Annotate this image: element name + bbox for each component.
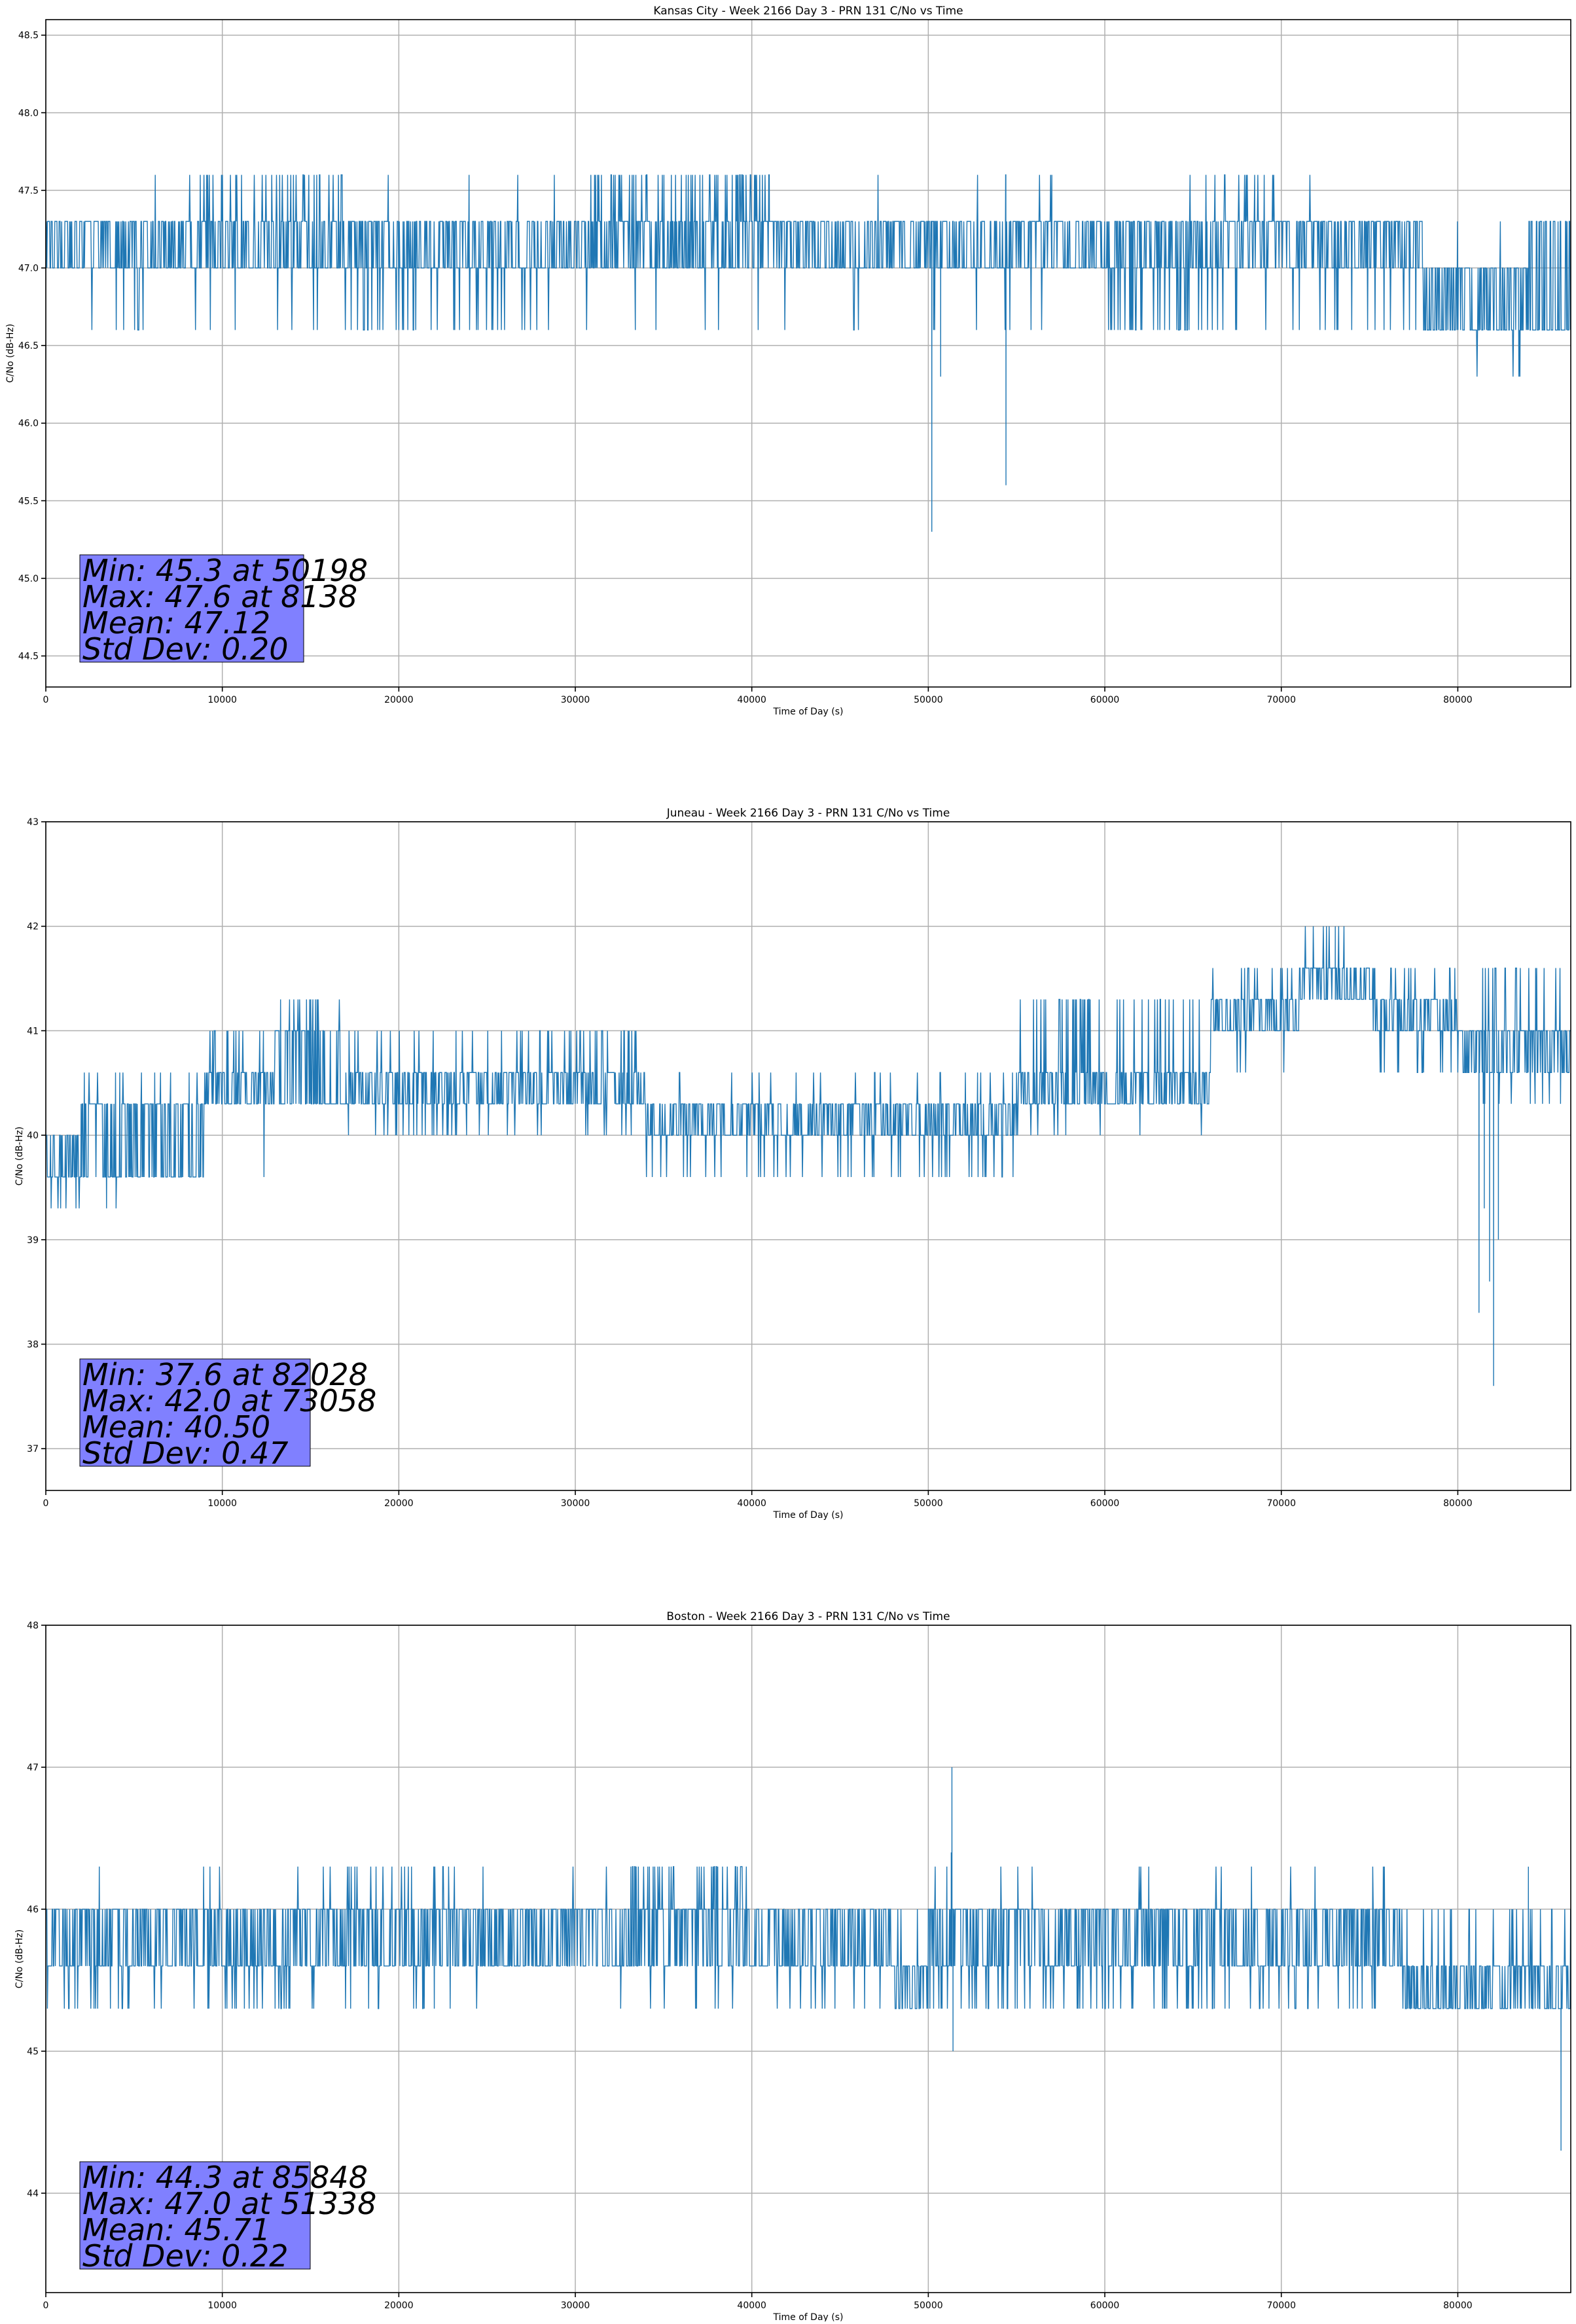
data-series-line bbox=[45, 174, 1571, 532]
x-tick-label: 10000 bbox=[207, 2300, 237, 2311]
stats-std-dev: Std Dev: 0.47 bbox=[82, 1435, 289, 1471]
y-axis-label: C/No (dB-Hz) bbox=[5, 324, 16, 383]
x-tick-label: 80000 bbox=[1443, 1498, 1473, 1509]
stats-min: Min: 44.3 at 85848 bbox=[82, 2160, 368, 2195]
y-tick-label: 37 bbox=[27, 1444, 39, 1454]
y-tick-label: 45 bbox=[27, 2047, 39, 2057]
x-tick-label: 50000 bbox=[914, 2300, 943, 2311]
y-tick-label: 47 bbox=[27, 1763, 39, 1773]
y-tick-label: 39 bbox=[27, 1235, 39, 1246]
stats-box-background bbox=[79, 1358, 311, 1467]
y-axis-label: C/No (dB-Hz) bbox=[14, 1127, 25, 1186]
y-tick-label: 46.5 bbox=[18, 341, 39, 351]
x-tick-label: 50000 bbox=[914, 695, 943, 705]
x-tick-label: 70000 bbox=[1266, 1498, 1296, 1509]
data-series-line bbox=[46, 926, 1571, 1386]
y-axis-label: C/No (dB-Hz) bbox=[14, 1929, 25, 1988]
x-axis-label: Time of Day (s) bbox=[773, 2312, 844, 2321]
y-tick-label: 45.5 bbox=[18, 496, 39, 506]
stats-box-background bbox=[79, 554, 304, 663]
x-tick-label: 60000 bbox=[1090, 695, 1120, 705]
axis-ticks: 0 10000 20000 30000 40000 50000 60000 70000 8000… bbox=[18, 31, 1473, 705]
chart-title: Kansas City - Week 2166 Day 3 - PRN 131 … bbox=[653, 5, 963, 18]
y-tick-label: 44.5 bbox=[18, 652, 39, 662]
y-tick-label: 45.0 bbox=[18, 574, 39, 584]
x-tick-label: 20000 bbox=[384, 2300, 414, 2311]
chart-panel-boston: Boston - Week 2166 Day 3 - PRN 131 C/No … bbox=[14, 1610, 1571, 2323]
y-tick-label: 43 bbox=[27, 817, 39, 828]
x-tick-label: 40000 bbox=[737, 2300, 766, 2311]
x-tick-label: 80000 bbox=[1443, 695, 1473, 705]
y-tick-label: 48.5 bbox=[18, 31, 39, 41]
plot-frame bbox=[45, 1625, 1571, 2293]
y-tick-label: 47.5 bbox=[18, 186, 39, 196]
chart-title: Boston - Week 2166 Day 3 - PRN 131 C/No … bbox=[666, 1610, 950, 1623]
stats-box: Min: 45.3 at 50198 Max: 47.6 at 8138 Mea… bbox=[79, 553, 368, 667]
stats-max: Max: 47.0 at 51338 bbox=[82, 2186, 376, 2221]
data-series-line bbox=[46, 1767, 1571, 2151]
stats-min: Min: 45.3 at 50198 bbox=[82, 553, 368, 588]
y-tick-label: 48 bbox=[27, 1621, 39, 1631]
x-tick-label: 0 bbox=[43, 2300, 49, 2311]
axis-ticks: 0 10000 20000 30000 40000 50000 60000 70000 8000… bbox=[27, 1621, 1473, 2311]
x-tick-label: 20000 bbox=[384, 1498, 414, 1509]
chart-title: Juneau - Week 2166 Day 3 - PRN 131 C/No … bbox=[666, 807, 950, 820]
x-tick-label: 10000 bbox=[207, 1498, 237, 1509]
x-tick-label: 20000 bbox=[384, 695, 414, 705]
x-tick-label: 30000 bbox=[561, 1498, 590, 1509]
x-tick-label: 50000 bbox=[914, 1498, 943, 1509]
cno-series-line bbox=[45, 174, 1571, 532]
chart-panel-juneau: Juneau - Week 2166 Day 3 - PRN 131 C/No … bbox=[14, 807, 1571, 1521]
stats-max: Max: 47.6 at 8138 bbox=[82, 579, 357, 614]
x-axis-label: Time of Day (s) bbox=[773, 1510, 844, 1521]
y-tick-label: 38 bbox=[27, 1339, 39, 1350]
plot-frame bbox=[45, 19, 1571, 688]
stats-mean: Mean: 45.71 bbox=[82, 2212, 270, 2247]
x-tick-label: 60000 bbox=[1090, 1498, 1120, 1509]
x-tick-label: 40000 bbox=[737, 1498, 766, 1509]
x-tick-label: 0 bbox=[43, 695, 49, 705]
y-tick-label: 47.0 bbox=[18, 264, 39, 274]
stats-box: Min: 44.3 at 85848 Max: 47.0 at 51338 Me… bbox=[79, 2160, 376, 2274]
axis-ticks: 0 10000 20000 30000 40000 50000 60000 70000 8000… bbox=[27, 817, 1473, 1509]
cno-series-line bbox=[46, 926, 1571, 1386]
x-tick-label: 30000 bbox=[561, 2300, 590, 2311]
cno-series-line bbox=[46, 1767, 1571, 2151]
x-tick-label: 60000 bbox=[1090, 2300, 1120, 2311]
x-tick-label: 0 bbox=[43, 1498, 49, 1509]
stats-std-dev: Std Dev: 0.20 bbox=[82, 631, 289, 667]
x-tick-label: 80000 bbox=[1443, 2300, 1473, 2311]
stats-min: Min: 37.6 at 82028 bbox=[82, 1357, 368, 1392]
x-tick-label: 30000 bbox=[561, 695, 590, 705]
stats-box-background bbox=[79, 2161, 311, 2270]
y-tick-label: 46 bbox=[27, 1905, 39, 1915]
x-tick-label: 40000 bbox=[737, 695, 766, 705]
x-tick-label: 70000 bbox=[1266, 695, 1296, 705]
y-tick-label: 40 bbox=[27, 1131, 39, 1141]
stats-std-dev: Std Dev: 0.22 bbox=[82, 2238, 289, 2274]
stats-box: Min: 37.6 at 82028 Max: 42.0 at 73058 Me… bbox=[79, 1357, 376, 1471]
chart-panel-kansas-city: Kansas City - Week 2166 Day 3 - PRN 131 … bbox=[5, 5, 1571, 717]
y-tick-label: 48.0 bbox=[18, 108, 39, 118]
x-tick-label: 10000 bbox=[207, 695, 237, 705]
y-tick-label: 46.0 bbox=[18, 419, 39, 429]
x-tick-label: 70000 bbox=[1266, 2300, 1296, 2311]
y-tick-label: 41 bbox=[27, 1026, 39, 1036]
stats-mean: Mean: 47.12 bbox=[82, 605, 270, 641]
stats-max: Max: 42.0 at 73058 bbox=[82, 1383, 376, 1418]
y-tick-label: 42 bbox=[27, 922, 39, 932]
plot-frame bbox=[45, 821, 1571, 1491]
y-tick-label: 44 bbox=[27, 2189, 39, 2199]
stats-mean: Mean: 40.50 bbox=[82, 1409, 270, 1445]
x-axis-label: Time of Day (s) bbox=[773, 707, 844, 717]
